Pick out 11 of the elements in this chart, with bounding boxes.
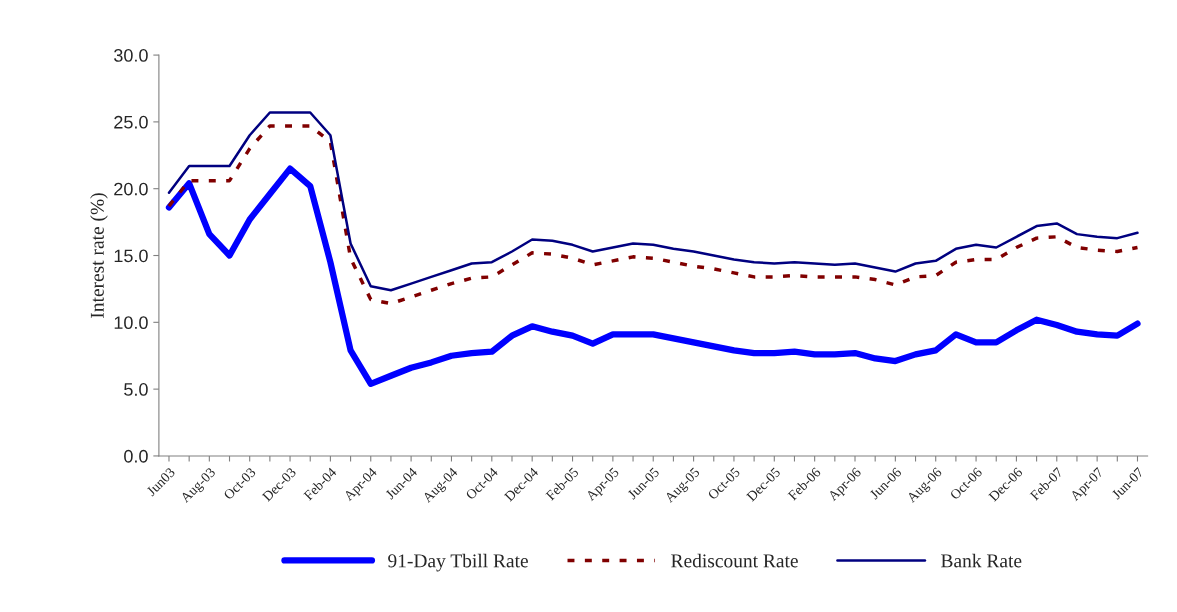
legend-label: Rediscount Rate	[671, 553, 798, 568]
legend-label: 91-Day Tbill Rate	[388, 553, 528, 572]
y-tick-label: 20.0	[114, 182, 148, 196]
y-tick-label: 25.0	[114, 115, 148, 129]
y-axis-title: Interest rate (%)	[90, 193, 108, 318]
y-tick-label: 30.0	[114, 49, 148, 62]
y-tick-label: 10.0	[114, 316, 148, 330]
y-tick-label: 15.0	[114, 249, 148, 263]
y-tick-label: 5.0	[124, 383, 148, 396]
legend-label: Bank Rate	[941, 553, 1022, 568]
y-tick-label: 0.0	[124, 449, 148, 463]
